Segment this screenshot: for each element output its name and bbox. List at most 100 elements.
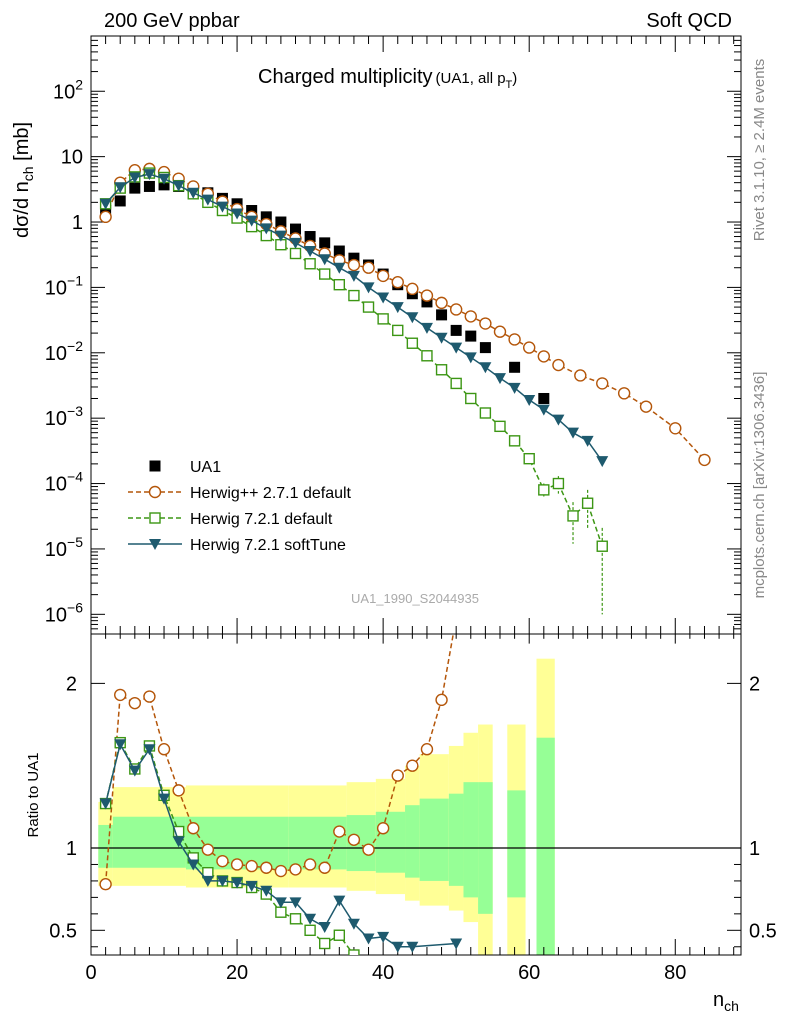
ratio-point bbox=[451, 612, 462, 623]
top-y-tick-label: 10−5 bbox=[45, 534, 83, 561]
ratio-point bbox=[245, 880, 258, 892]
top-herwig-2-7-1-default bbox=[99, 162, 711, 467]
top-y-axis-label-unit: [mb] bbox=[11, 122, 33, 166]
top-point bbox=[509, 361, 521, 373]
top-point bbox=[421, 350, 433, 362]
ratio-point bbox=[172, 784, 185, 797]
tick-exponent: −3 bbox=[67, 403, 83, 419]
header-left-label: 200 GeV ppbar bbox=[104, 10, 240, 32]
top-point bbox=[377, 292, 390, 304]
top-point bbox=[537, 404, 550, 416]
top-point bbox=[538, 392, 550, 404]
ratio-point bbox=[114, 739, 127, 751]
tick-base: 1 bbox=[72, 212, 83, 234]
rivet-side-label: Rivet 3.1.10, ≥ 2.4M events bbox=[751, 59, 768, 242]
ratio-point bbox=[362, 843, 375, 856]
top-point bbox=[567, 427, 580, 439]
top-point bbox=[523, 341, 536, 354]
legend-marker bbox=[149, 539, 161, 550]
top-point bbox=[187, 187, 200, 199]
ratio-point bbox=[172, 836, 185, 848]
tick-exponent: 2 bbox=[75, 76, 83, 92]
top-point bbox=[406, 312, 419, 324]
green-band-7 bbox=[419, 798, 449, 881]
ratio-point bbox=[289, 863, 302, 876]
ratio-point bbox=[376, 822, 390, 835]
ratio-y-tick-label-right: 0.5 bbox=[749, 920, 777, 942]
ratio-point bbox=[260, 885, 273, 897]
ratio-point bbox=[216, 875, 229, 887]
top-point bbox=[493, 373, 506, 385]
ratio-point bbox=[318, 922, 331, 934]
tick-exponent: −6 bbox=[67, 599, 83, 615]
top-panel-title-note-sub: T bbox=[506, 79, 513, 91]
top-point bbox=[158, 179, 170, 191]
ratio-point bbox=[304, 924, 316, 937]
top-point bbox=[421, 296, 433, 308]
legend-label: Herwig 7.2.1 default bbox=[190, 511, 333, 528]
ratio-point bbox=[435, 693, 448, 707]
tick-exponent: −5 bbox=[67, 534, 83, 550]
top-y-tick-label: 10−2 bbox=[45, 338, 83, 365]
top-panel-frame bbox=[90, 35, 742, 635]
top-herwig-7-2-1-softtune bbox=[99, 169, 609, 468]
top-point bbox=[362, 301, 375, 313]
legend-entry: UA1 bbox=[149, 459, 221, 476]
ratio-point bbox=[128, 765, 141, 777]
top-point bbox=[508, 333, 521, 346]
top-point bbox=[318, 254, 331, 266]
top-point bbox=[420, 322, 433, 334]
ratio-point bbox=[216, 854, 229, 868]
green-band-9 bbox=[463, 782, 479, 898]
top-point bbox=[143, 169, 156, 181]
ratio-point bbox=[406, 941, 419, 953]
top-point bbox=[508, 435, 521, 447]
top-y-tick-label: 10 bbox=[61, 147, 83, 169]
top-y-axis-label-main: dσ/d n bbox=[11, 181, 33, 238]
top-point bbox=[100, 205, 112, 217]
ratio-point bbox=[158, 793, 171, 805]
tick-base: 10 bbox=[45, 604, 67, 626]
ratio-point bbox=[201, 875, 214, 887]
top-point bbox=[333, 278, 346, 291]
top-point bbox=[537, 350, 551, 363]
ratio-point bbox=[333, 825, 346, 838]
top-point bbox=[158, 173, 171, 185]
top-point bbox=[129, 182, 141, 194]
ratio-point bbox=[318, 861, 331, 874]
ratio-herwig-7-2-1-softtune bbox=[99, 739, 463, 953]
ratio-point bbox=[289, 897, 302, 909]
ratio-point bbox=[201, 843, 215, 856]
ratio-point bbox=[391, 769, 404, 782]
tick-base: 10 bbox=[45, 474, 67, 496]
top-point bbox=[377, 313, 389, 325]
green-band-3 bbox=[288, 816, 347, 870]
ratio-point bbox=[114, 688, 127, 702]
tick-base: 10 bbox=[53, 81, 75, 103]
top-point bbox=[479, 342, 491, 354]
top-panel-title-note-end: ) bbox=[512, 70, 517, 87]
top-point bbox=[216, 201, 229, 213]
ratio-y-tick-label-right: 1 bbox=[749, 838, 760, 860]
green-band-5 bbox=[375, 811, 406, 873]
top-point bbox=[552, 414, 565, 426]
top-point bbox=[574, 369, 587, 382]
ratio-y-axis-label: Ratio to UA1 bbox=[25, 752, 42, 837]
top-point bbox=[596, 540, 608, 552]
ratio-point bbox=[420, 743, 434, 756]
x-tick-label: 20 bbox=[226, 962, 248, 984]
ratio-point bbox=[275, 906, 287, 918]
green-band-11 bbox=[507, 790, 526, 898]
top-ua1 bbox=[100, 179, 550, 404]
top-point bbox=[201, 194, 214, 206]
top-point bbox=[99, 210, 112, 224]
top-point bbox=[538, 484, 550, 496]
top-point bbox=[246, 205, 258, 217]
mcplots-side-label: mcplots.cern.ch [arXiv:1306.3436] bbox=[751, 372, 768, 599]
ratio-point bbox=[187, 822, 200, 835]
top-point bbox=[552, 477, 565, 490]
top-point bbox=[289, 247, 302, 260]
top-y-tick-label: 10−6 bbox=[45, 599, 83, 626]
top-point bbox=[128, 172, 141, 184]
